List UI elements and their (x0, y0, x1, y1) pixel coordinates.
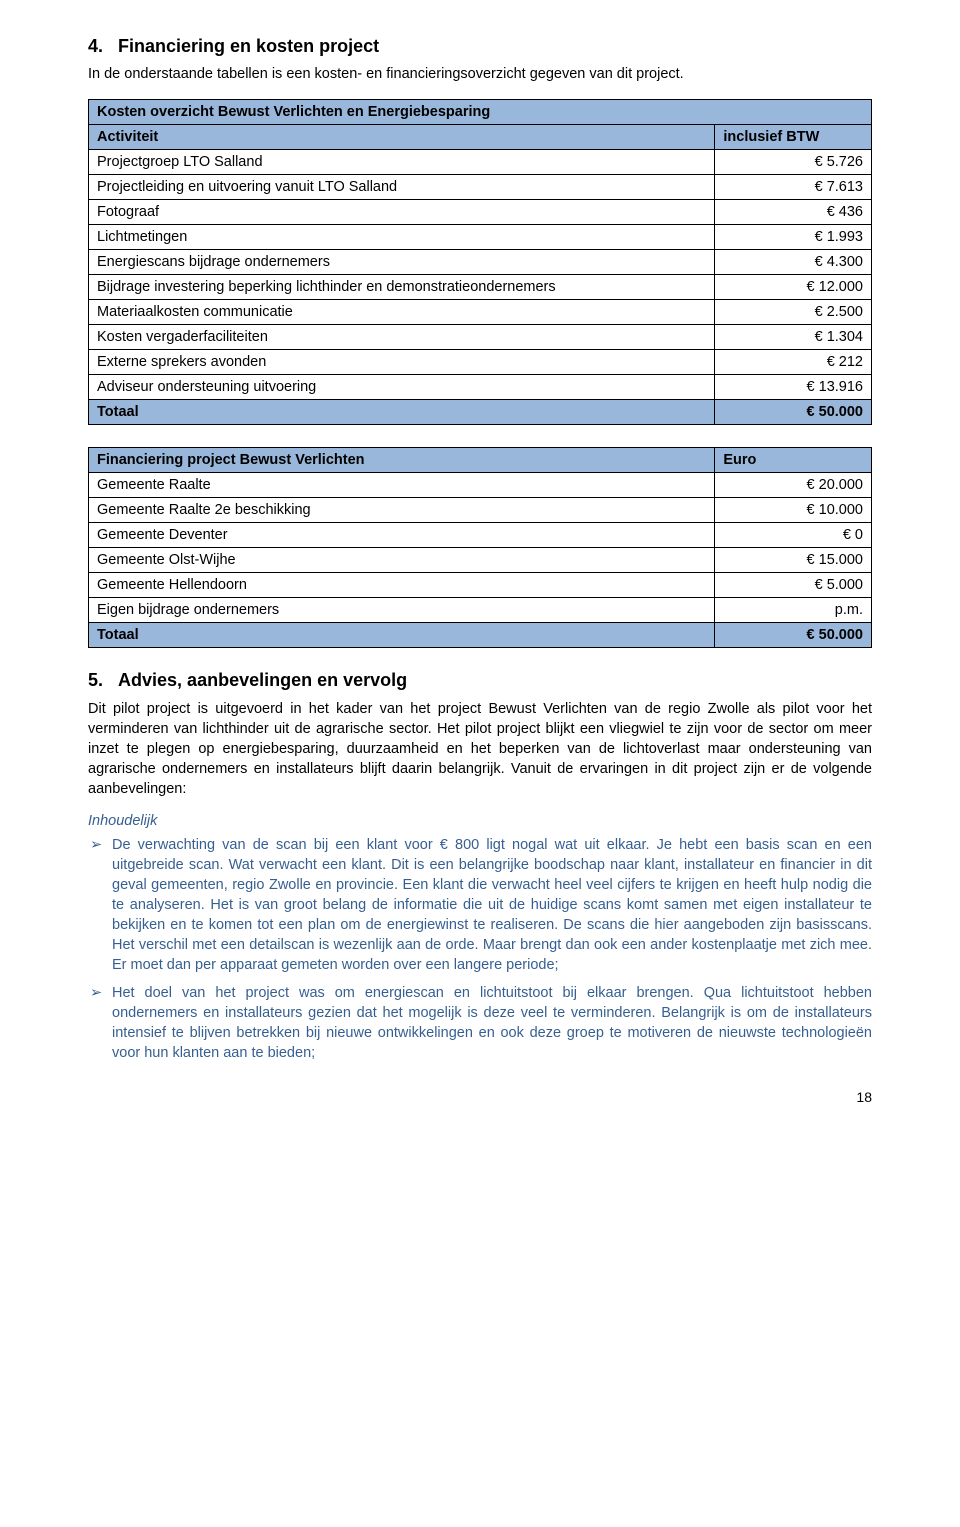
row-label: Externe sprekers avonden (89, 349, 715, 374)
row-label: Eigen bijdrage ondernemers (89, 597, 715, 622)
table-row: Kosten vergaderfaciliteiten€ 1.304 (89, 324, 872, 349)
row-value: € 10.000 (715, 497, 872, 522)
table-row: Lichtmetingen€ 1.993 (89, 224, 872, 249)
table-row: Fotograaf€ 436 (89, 199, 872, 224)
row-value: € 12.000 (715, 274, 872, 299)
table-row: Projectleiding en uitvoering vanuit LTO … (89, 174, 872, 199)
table-row: Energiescans bijdrage ondernemers€ 4.300 (89, 249, 872, 274)
row-label: Gemeente Hellendoorn (89, 572, 715, 597)
table2-total-row: Totaal € 50.000 (89, 622, 872, 647)
row-label: Gemeente Raalte 2e beschikking (89, 497, 715, 522)
row-value: € 0 (715, 522, 872, 547)
table2-title: Financiering project Bewust Verlichten (89, 447, 715, 472)
financing-table: Financiering project Bewust Verlichten E… (88, 447, 872, 648)
table-row: Bijdrage investering beperking lichthind… (89, 274, 872, 299)
section-5-heading: 5. Advies, aanbevelingen en vervolg (88, 670, 872, 691)
table-row: Materiaalkosten communicatie€ 2.500 (89, 299, 872, 324)
section-5-number: 5. (88, 670, 103, 690)
row-label: Gemeente Olst-Wijhe (89, 547, 715, 572)
table-row: Projectgroep LTO Salland€ 5.726 (89, 149, 872, 174)
row-label: Fotograaf (89, 199, 715, 224)
table2-total-value: € 50.000 (715, 622, 872, 647)
table-row: Eigen bijdrage ondernemersp.m. (89, 597, 872, 622)
table1-col-label: Activiteit (89, 124, 715, 149)
table-row: Gemeente Deventer€ 0 (89, 522, 872, 547)
row-label: Projectleiding en uitvoering vanuit LTO … (89, 174, 715, 199)
row-value: € 7.613 (715, 174, 872, 199)
row-value: p.m. (715, 597, 872, 622)
row-label: Bijdrage investering beperking lichthind… (89, 274, 715, 299)
row-label: Kosten vergaderfaciliteiten (89, 324, 715, 349)
row-value: € 1.304 (715, 324, 872, 349)
list-item: De verwachting van de scan bij een klant… (88, 835, 872, 975)
row-value: € 4.300 (715, 249, 872, 274)
page-number: 18 (88, 1089, 872, 1105)
table1-total-row: Totaal € 50.000 (89, 399, 872, 424)
row-value: € 2.500 (715, 299, 872, 324)
section-4-heading: 4. Financiering en kosten project (88, 36, 872, 57)
row-label: Lichtmetingen (89, 224, 715, 249)
row-value: € 20.000 (715, 472, 872, 497)
table1-col-value: inclusief BTW (715, 124, 872, 149)
row-value: € 15.000 (715, 547, 872, 572)
intro-paragraph: In de onderstaande tabellen is een koste… (88, 65, 872, 85)
row-label: Energiescans bijdrage ondernemers (89, 249, 715, 274)
row-label: Adviseur ondersteuning uitvoering (89, 374, 715, 399)
table1-total-value: € 50.000 (715, 399, 872, 424)
advice-paragraph: Dit pilot project is uitgevoerd in het k… (88, 699, 872, 799)
row-value: € 1.993 (715, 224, 872, 249)
table-row: Adviseur ondersteuning uitvoering€ 13.91… (89, 374, 872, 399)
table-row: Externe sprekers avonden€ 212 (89, 349, 872, 374)
section-4-number: 4. (88, 36, 103, 56)
row-value: € 5.726 (715, 149, 872, 174)
table1-total-label: Totaal (89, 399, 715, 424)
row-label: Projectgroep LTO Salland (89, 149, 715, 174)
row-value: € 13.916 (715, 374, 872, 399)
table-row: Gemeente Hellendoorn€ 5.000 (89, 572, 872, 597)
table-row: Gemeente Raalte€ 20.000 (89, 472, 872, 497)
row-label: Gemeente Raalte (89, 472, 715, 497)
row-value: € 436 (715, 199, 872, 224)
list-item: Het doel van het project was om energies… (88, 983, 872, 1063)
table-row: Gemeente Olst-Wijhe€ 15.000 (89, 547, 872, 572)
bullet-list: De verwachting van de scan bij een klant… (88, 835, 872, 1063)
row-value: € 5.000 (715, 572, 872, 597)
table2-total-label: Totaal (89, 622, 715, 647)
section-4-title: Financiering en kosten project (118, 36, 379, 56)
row-label: Materiaalkosten communicatie (89, 299, 715, 324)
table-row: Gemeente Raalte 2e beschikking€ 10.000 (89, 497, 872, 522)
table1-title: Kosten overzicht Bewust Verlichten en En… (89, 99, 872, 124)
table2-col-value: Euro (715, 447, 872, 472)
row-value: € 212 (715, 349, 872, 374)
costs-table: Kosten overzicht Bewust Verlichten en En… (88, 99, 872, 425)
section-5-title: Advies, aanbevelingen en vervolg (118, 670, 407, 690)
subheading-inhoudelijk: Inhoudelijk (88, 813, 872, 829)
row-label: Gemeente Deventer (89, 522, 715, 547)
